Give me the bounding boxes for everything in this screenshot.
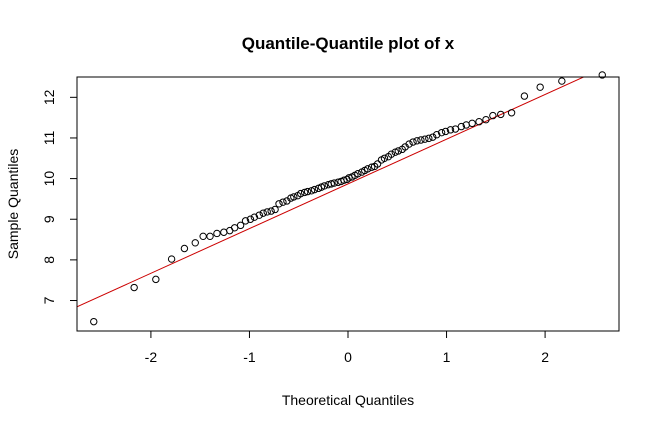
reference-line: [77, 77, 585, 308]
data-point: [275, 200, 283, 208]
data-point: [364, 165, 372, 173]
y-tick-label: 11: [41, 130, 57, 145]
data-point: [437, 128, 446, 137]
data-point: [213, 229, 221, 238]
data-point: [152, 275, 160, 284]
data-point: [259, 209, 267, 217]
data-point: [330, 179, 338, 187]
data-point: [246, 215, 255, 223]
x-tick-label: 2: [541, 349, 549, 365]
x-tick-label: 0: [344, 349, 352, 365]
y-tick-label: 12: [41, 89, 57, 105]
data-point: [279, 198, 287, 206]
data-point: [413, 137, 421, 145]
data-point: [271, 205, 279, 214]
data-point: [520, 92, 529, 100]
data-point: [130, 283, 138, 292]
y-tick-label: 8: [41, 256, 57, 264]
x-tick-label: -1: [243, 349, 256, 365]
data-point: [468, 119, 476, 128]
data-point: [432, 131, 441, 139]
data-point: [429, 133, 437, 141]
x-axis-label: Theoretical Quantiles: [282, 392, 414, 408]
data-point: [446, 126, 455, 134]
data-point: [310, 185, 319, 194]
data-point: [327, 180, 335, 188]
data-point: [598, 71, 606, 79]
data-point: [199, 232, 207, 241]
data-point: [441, 127, 450, 136]
x-axis: -2 -1 0 1 2: [145, 331, 549, 365]
data-point: [167, 255, 176, 263]
data-point: [507, 109, 516, 117]
data-point: [497, 110, 505, 119]
data-point: [421, 135, 429, 143]
y-tick-label: 10: [41, 171, 57, 187]
data-point: [303, 187, 312, 196]
data-point: [300, 188, 309, 197]
data-point: [180, 244, 189, 253]
data-point: [394, 147, 402, 155]
data-point: [255, 211, 264, 219]
data-point: [558, 77, 566, 85]
data-point: [220, 228, 228, 236]
data-point: [320, 182, 329, 190]
data-point: [482, 115, 490, 124]
data-point: [409, 138, 417, 146]
x-tick-label: 1: [443, 349, 451, 365]
data-point: [387, 150, 396, 158]
data-point: [250, 213, 259, 221]
data-point: [475, 118, 483, 126]
plot-frame: [76, 76, 620, 332]
data-point: [457, 122, 466, 131]
data-point: [236, 221, 245, 230]
data-point: [263, 208, 271, 216]
data-point: [290, 193, 298, 201]
data-point: [354, 170, 362, 178]
x-tick-label: -2: [145, 349, 158, 365]
data-point: [191, 239, 199, 247]
y-tick-label: 7: [41, 296, 57, 304]
data-point: [417, 136, 425, 144]
data-point: [373, 160, 382, 168]
data-point: [267, 207, 275, 215]
data-point: [536, 83, 544, 91]
y-axis-label: Sample Quantiles: [5, 149, 21, 260]
data-point: [425, 134, 433, 143]
chart-title: Quantile-Quantile plot of x: [242, 34, 455, 53]
data-point: [380, 154, 389, 162]
data-point: [296, 189, 305, 198]
data-point: [241, 217, 250, 225]
data-point: [405, 140, 413, 148]
data-point: [90, 317, 98, 326]
data-point: [206, 232, 214, 241]
data-point: [489, 111, 497, 120]
y-axis: 7 8 9 10 11 12: [41, 89, 77, 304]
data-point: [367, 163, 376, 171]
plot-area: [76, 71, 620, 332]
y-tick-label: 9: [41, 215, 57, 223]
